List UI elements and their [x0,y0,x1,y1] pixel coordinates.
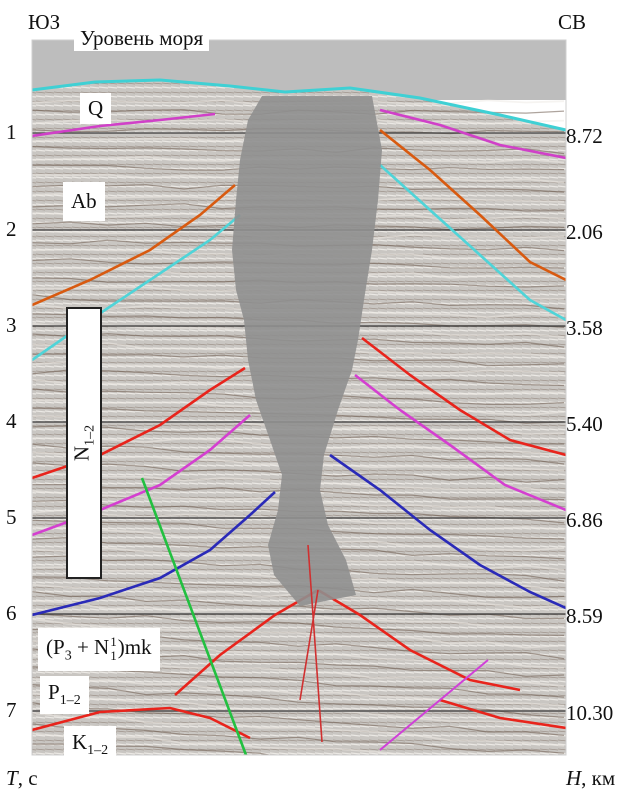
time-tick-7: 7 [6,698,17,722]
horizon-blue-left [32,491,276,617]
depth-tick-6: 8.59 [566,604,603,628]
time-tick-1: 1 [6,120,17,144]
horizon-cyan-right [379,164,566,322]
depth-tick-2: 2.06 [566,220,603,244]
fault-green [140,477,248,755]
sea-level-label: Уровень моря [74,26,210,51]
horizon-magenta-right [354,373,566,512]
mk-open: (P [46,635,65,660]
unit-label-p12: P1–2 [40,676,89,715]
seismic-reflector [32,677,565,707]
fault-red-1 [307,544,323,743]
unit-label-mk: (P3 + N 1 1)mk [38,628,160,671]
horizon-red-mk [174,588,521,696]
depth-tick-1: 8.72 [566,124,603,148]
mk-plus: + N [71,635,110,660]
fault-pink [379,659,489,751]
horizon-red-k-right [439,698,566,730]
time-tick-4: 4 [6,409,17,433]
unit-label-ab: Ab [63,182,105,221]
horizon-quaternary-left [32,112,216,138]
seismic-reflector [32,618,565,649]
direction-right: СВ [558,10,587,34]
axis-title-depth: H, км [566,768,615,789]
k12-sub: 1–2 [87,743,109,759]
unit-label-q: Q [80,93,112,124]
depth-tick-3: 3.58 [566,316,603,340]
time-tick-2: 2 [6,217,17,241]
seismic-reflector [32,711,565,747]
salt-diapir [232,96,382,606]
p12-sub: 1–2 [59,693,81,709]
mk-p-sub: 3 [64,648,72,664]
fault-red-2 [299,589,319,701]
horizon-red-k [32,706,251,740]
depth-tick-5: 6.86 [566,508,603,532]
horizon-orange-left [32,184,236,307]
axis-title-time-var: T [6,766,18,790]
time-tick-5: 5 [6,505,17,529]
axis-title-depth-var: H [566,766,582,790]
depth-tick-7: 10.30 [566,701,614,725]
faults [140,477,489,755]
p12-main: P [48,680,60,704]
axis-title-time: T, с [6,768,38,789]
frame [31,39,567,756]
k12-main: K [72,730,88,754]
n12-sub: 1–2 [82,424,98,446]
horizon-red-upper-right [361,336,566,457]
seismic-reflector [32,612,565,636]
time-tick-6: 6 [6,601,17,625]
axis-title-time-unit: , с [17,766,38,790]
seismic-reflector [32,701,565,736]
mk-n-sup: 1 [110,634,117,649]
sea-floor-horizon [31,78,567,132]
seismic-reflector [32,576,565,599]
seismic-reflector [32,583,565,609]
mk-n-sub: 1 [110,648,117,664]
unit-label-n12: N1–2 [69,425,98,461]
horizon-quaternary-right [379,108,566,160]
depth-tick-4: 5.40 [566,412,603,436]
unit-box-n12: N1–2 [66,307,102,579]
horizon-orange-right [379,128,566,282]
n12-main: N [69,445,94,462]
horizon-blue-right [329,453,566,610]
time-tick-3: 3 [6,313,17,337]
direction-left: ЮЗ [28,10,61,34]
axis-title-depth-unit: , км [581,766,616,790]
unit-label-k12: K1–2 [64,726,117,765]
mk-close: )mk [117,635,152,660]
